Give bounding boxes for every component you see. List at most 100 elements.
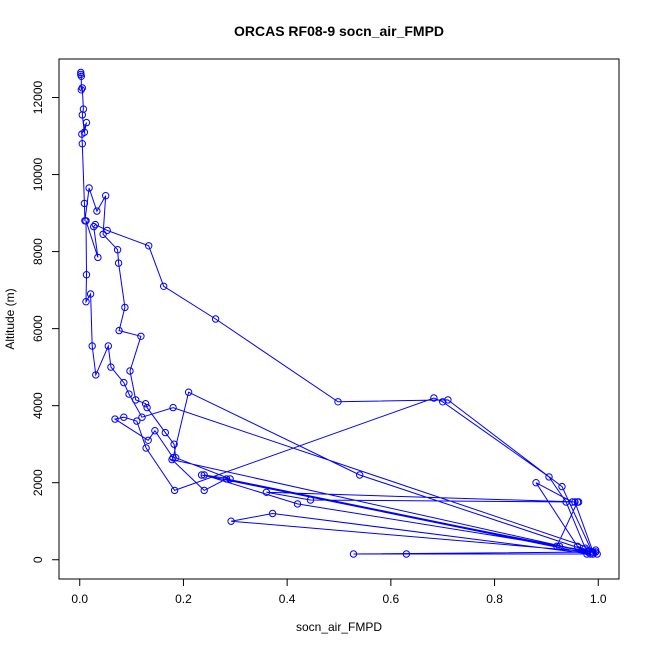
- data-point: [126, 367, 134, 375]
- data-point: [115, 326, 123, 335]
- data-point: [137, 332, 145, 340]
- data-point: [143, 403, 151, 412]
- data-point: [102, 192, 110, 200]
- data-point: [78, 84, 87, 92]
- y-tick-label: 8000: [31, 238, 45, 265]
- x-tick-label: 0.6: [383, 592, 400, 606]
- y-tick-label: 10000: [31, 158, 45, 192]
- data-point: [170, 440, 178, 448]
- data-point: [85, 184, 93, 192]
- y-tick-label: 12000: [31, 81, 45, 115]
- data-point: [184, 388, 193, 396]
- data-point: [168, 455, 176, 464]
- data-point: [349, 550, 358, 558]
- data-point: [104, 342, 113, 350]
- data-point: [82, 271, 91, 279]
- data-point: [82, 118, 91, 127]
- data-point: [80, 199, 89, 208]
- data-point: [444, 396, 452, 404]
- data-point: [589, 548, 597, 556]
- data-point: [169, 454, 177, 462]
- data-point: [82, 298, 90, 306]
- data-point: [200, 471, 208, 479]
- data-point: [553, 542, 561, 550]
- x-axis: 0.0 0.2 0.4 0.6 0.8 1.0: [71, 578, 607, 606]
- data-point: [145, 242, 153, 250]
- data-point: [160, 282, 168, 290]
- data-point: [121, 303, 129, 312]
- data-point: [142, 444, 150, 452]
- data-point: [78, 130, 86, 138]
- data-point: [532, 479, 540, 487]
- x-tick-label: 0.4: [279, 592, 296, 606]
- x-tick-label: 0.8: [486, 592, 503, 606]
- data-point: [306, 496, 315, 504]
- data-point: [132, 396, 140, 404]
- data-point: [113, 246, 122, 254]
- data-point: [430, 394, 438, 402]
- y-tick-label: 4000: [31, 392, 45, 419]
- data-point: [86, 290, 95, 298]
- data-point: [356, 471, 364, 479]
- data-point: [78, 140, 87, 148]
- y-tick-label: 2000: [31, 469, 45, 496]
- data-point: [114, 259, 123, 267]
- data-point: [93, 207, 101, 215]
- x-tick-label: 1.0: [590, 592, 607, 606]
- data-point: [88, 342, 96, 350]
- data-point: [227, 517, 235, 525]
- data-point: [200, 486, 208, 495]
- data-point: [555, 542, 564, 550]
- data-point: [125, 390, 133, 398]
- y-tick-label: 6000: [31, 315, 45, 342]
- chart-title: ORCAS RF08-9 socn_air_FMPD: [234, 23, 444, 39]
- data-point: [138, 413, 146, 421]
- data-point: [144, 436, 152, 444]
- data-point: [169, 403, 177, 412]
- x-tick-label: 0.2: [175, 592, 192, 606]
- data-point: [99, 230, 107, 239]
- data-point: [91, 220, 100, 229]
- data-point: [545, 473, 553, 481]
- data-point: [133, 417, 141, 425]
- data-point: [334, 398, 342, 406]
- data-point: [103, 226, 111, 235]
- y-axis-label: Altitude (m): [3, 288, 17, 349]
- data-point: [268, 509, 277, 518]
- data-point: [293, 500, 302, 508]
- data-point: [120, 413, 128, 421]
- data-point: [161, 428, 170, 437]
- series-layer: [77, 68, 601, 558]
- data-point: [558, 482, 566, 491]
- data-point: [77, 68, 85, 77]
- data-point: [172, 454, 180, 462]
- y-tick-label: 0: [31, 556, 45, 563]
- data-point: [151, 427, 159, 435]
- data-point: [211, 315, 220, 323]
- data-point: [94, 253, 102, 262]
- data-point: [402, 550, 411, 558]
- y-axis: 0 2000 4000 6000 8000 10000 12000: [31, 81, 60, 563]
- data-point: [573, 542, 582, 550]
- data-point: [573, 498, 582, 506]
- x-axis-label: socn_air_FMPD: [296, 620, 382, 634]
- data-point: [92, 371, 100, 379]
- series-line: [80, 72, 598, 555]
- data-point: [78, 111, 87, 119]
- data-point: [90, 222, 98, 231]
- data-point: [82, 217, 90, 225]
- data-point: [197, 471, 206, 479]
- x-tick-label: 0.0: [71, 592, 88, 606]
- data-point: [226, 475, 234, 483]
- data-point: [120, 378, 128, 387]
- data-point: [262, 488, 271, 496]
- data-point: [571, 498, 579, 506]
- data-point: [107, 363, 115, 371]
- data-point: [170, 486, 179, 495]
- data-point: [141, 400, 150, 408]
- data-point: [439, 398, 447, 406]
- data-point: [111, 415, 119, 423]
- data-point: [77, 72, 86, 81]
